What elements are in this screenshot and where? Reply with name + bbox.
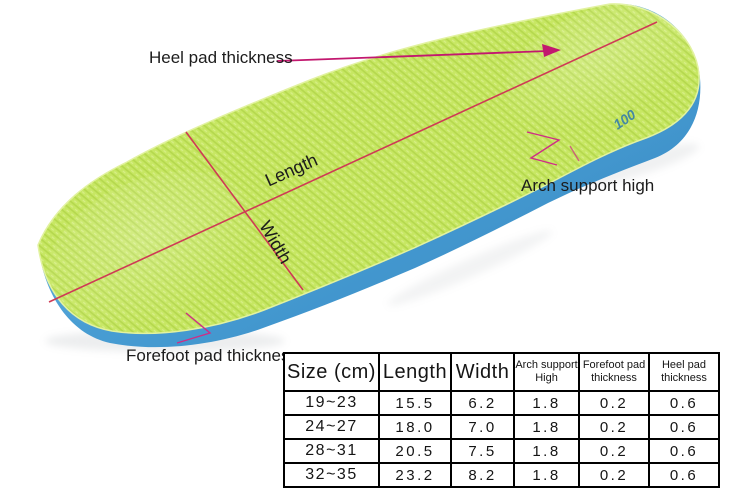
col-header-arch-line1: Arch support bbox=[515, 359, 578, 372]
table-row: 24~27 18.0 7.0 1.8 0.2 0.6 bbox=[283, 414, 720, 440]
table-cell: 1.8 bbox=[513, 390, 580, 416]
col-header-arch-line2: High bbox=[535, 372, 558, 384]
table-cell: 15.5 bbox=[378, 390, 452, 416]
table-header-row: Size (cm) Length Width Arch support High… bbox=[283, 352, 720, 392]
size-table: Size (cm) Length Width Arch support High… bbox=[283, 352, 720, 488]
table-cell: 6.2 bbox=[450, 390, 515, 416]
table-cell: 8.2 bbox=[450, 462, 515, 488]
col-header-forefoot: Forefoot pad thickness bbox=[578, 352, 650, 392]
label-arch-support-high: Arch support high bbox=[521, 176, 655, 195]
table-cell: 20.5 bbox=[378, 438, 452, 464]
table-cell: 1.8 bbox=[513, 462, 580, 488]
table-cell: 0.6 bbox=[648, 390, 720, 416]
table-cell: 1.8 bbox=[513, 438, 580, 464]
table-cell: 0.6 bbox=[648, 462, 720, 488]
col-header-forefoot-line2: thickness bbox=[591, 372, 637, 384]
label-forefoot-pad-thickness: Forefoot pad thickness bbox=[126, 346, 298, 365]
table-cell-size: 28~31 bbox=[283, 438, 380, 464]
table-cell-size: 24~27 bbox=[283, 414, 380, 440]
table-row: 28~31 20.5 7.5 1.8 0.2 0.6 bbox=[283, 438, 720, 464]
table-cell: 7.0 bbox=[450, 414, 515, 440]
table-cell: 1.8 bbox=[513, 414, 580, 440]
table-cell: 18.0 bbox=[378, 414, 452, 440]
col-header-heel-line1: Heel pad bbox=[661, 359, 707, 372]
arch-gauge-marks bbox=[526, 131, 580, 166]
col-header-forefoot-line1: Forefoot pad bbox=[582, 359, 646, 372]
col-header-heel-line2: thickness bbox=[661, 372, 707, 384]
label-heel-pad-thickness: Heel pad thickness bbox=[149, 48, 293, 67]
table-row: 32~35 23.2 8.2 1.8 0.2 0.6 bbox=[283, 462, 720, 488]
table-cell: 0.2 bbox=[578, 462, 650, 488]
table-row: 19~23 15.5 6.2 1.8 0.2 0.6 bbox=[283, 390, 720, 416]
table-cell: 0.2 bbox=[578, 390, 650, 416]
forefoot-gauge-marks bbox=[176, 312, 212, 344]
table-cell-size: 32~35 bbox=[283, 462, 380, 488]
col-header-width: Width bbox=[450, 352, 515, 392]
col-header-size: Size (cm) bbox=[283, 352, 380, 392]
heel-pad-arrow bbox=[276, 44, 561, 62]
length-measure-line bbox=[48, 21, 658, 303]
table-cell: 0.2 bbox=[578, 438, 650, 464]
table-cell-size: 19~23 bbox=[283, 390, 380, 416]
toe-highlight bbox=[46, 171, 254, 329]
table-cell: 23.2 bbox=[378, 462, 452, 488]
table-cell: 0.6 bbox=[648, 414, 720, 440]
col-header-length: Length bbox=[378, 352, 452, 392]
heel-highlight bbox=[505, 1, 695, 129]
col-header-arch: Arch support High bbox=[513, 352, 580, 392]
table-cell: 0.2 bbox=[578, 414, 650, 440]
col-header-heel: Heel pad thickness bbox=[648, 352, 720, 392]
table-cell: 0.6 bbox=[648, 438, 720, 464]
table-cell: 7.5 bbox=[450, 438, 515, 464]
width-measure-line bbox=[185, 131, 304, 291]
